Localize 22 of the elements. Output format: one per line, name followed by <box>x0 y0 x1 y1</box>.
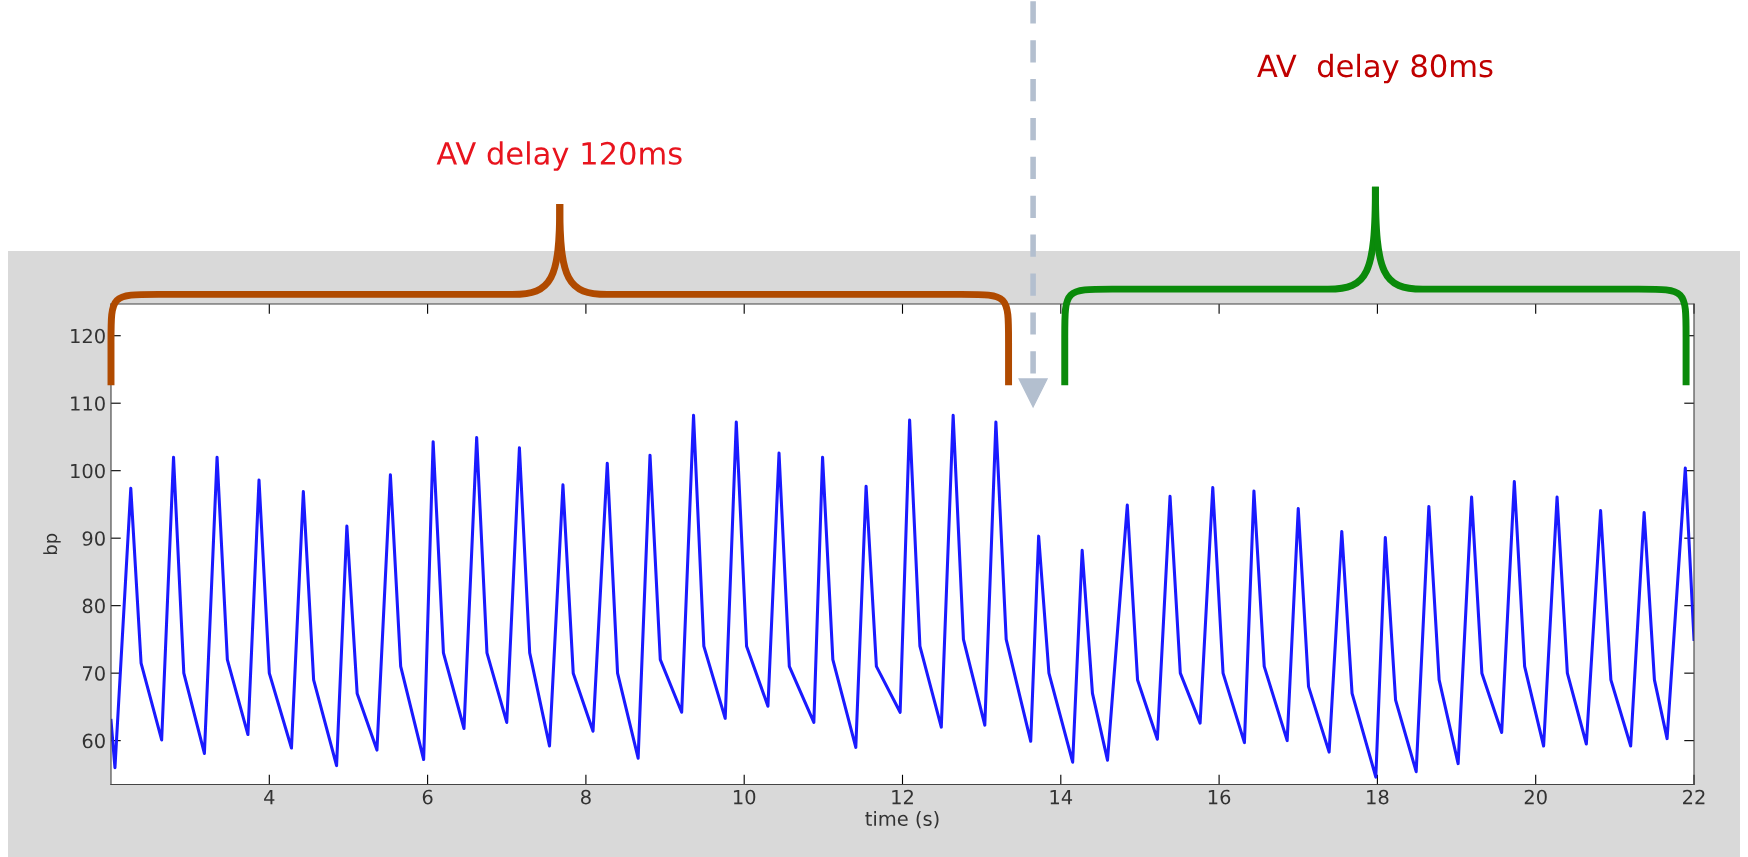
y-axis-title: bp <box>43 533 61 555</box>
x-tick-label: 18 <box>1367 789 1389 805</box>
text: AV delay 120ms <box>436 141 682 171</box>
y-tick-label: 120 <box>71 328 105 344</box>
x-axis-title: time (s) <box>865 810 939 829</box>
x-tick-label: 6 <box>422 789 433 805</box>
y-tick-label: 80 <box>82 598 105 614</box>
text: AV delay 80ms <box>1257 53 1493 84</box>
y-tick-label: 70 <box>82 666 105 681</box>
y-tick-label: 90 <box>82 531 105 546</box>
y-tick-label: 100 <box>71 463 105 479</box>
x-tick-label: 12 <box>892 789 913 805</box>
x-tick-label: 4 <box>264 789 275 805</box>
y-tick-label: 60 <box>82 733 105 749</box>
line-series <box>111 413 1694 779</box>
x-tick-label: 14 <box>1050 789 1073 805</box>
x-tick-label: 16 <box>1208 789 1231 805</box>
x-tick-label: 22 <box>1683 789 1705 805</box>
x-tick-label: 20 <box>1524 789 1547 805</box>
y-tick-label: 110 <box>71 396 105 411</box>
x-tick-label: 8 <box>581 789 591 805</box>
x-tick-label: 10 <box>733 789 756 805</box>
